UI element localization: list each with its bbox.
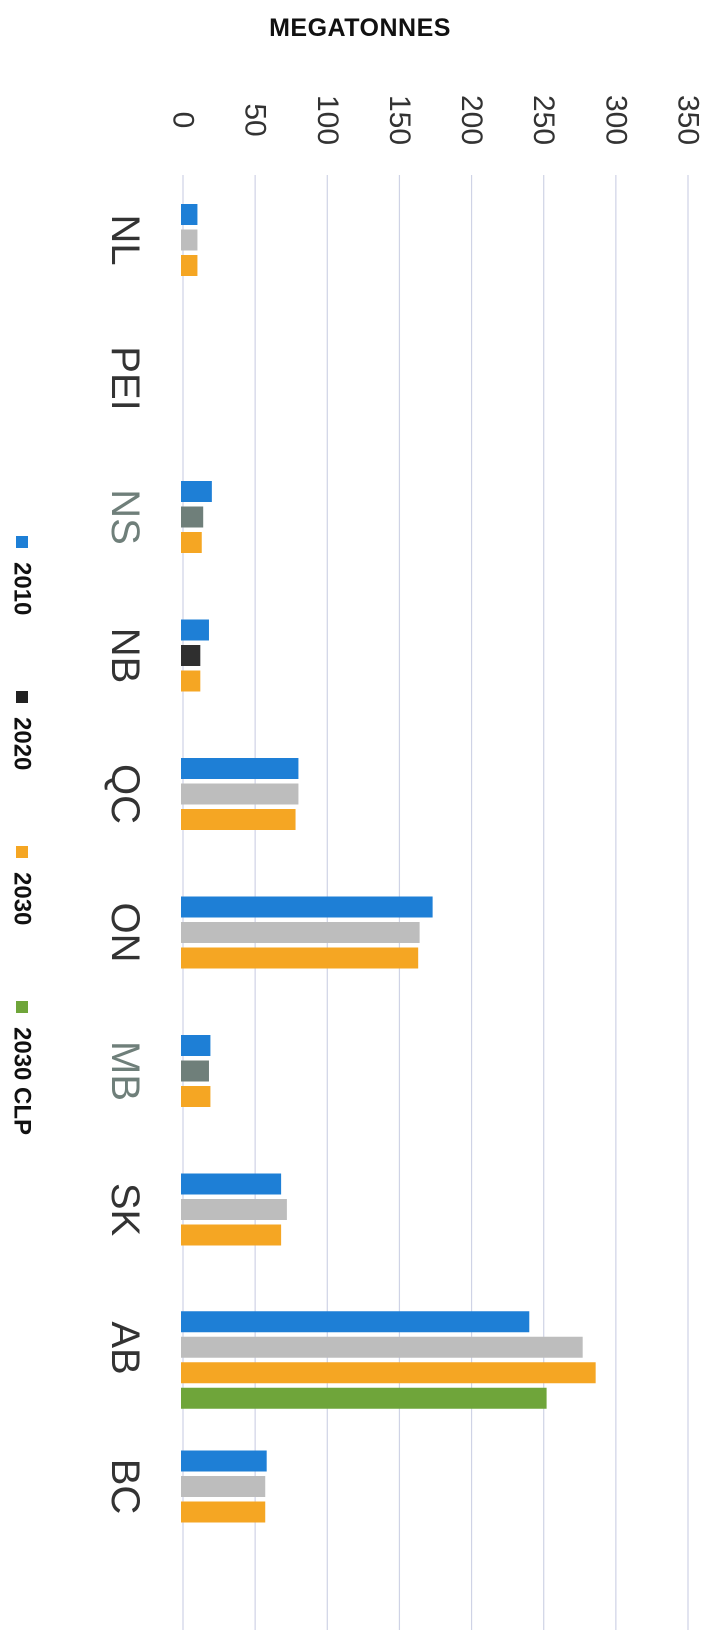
bar-2010 [181, 1311, 530, 1333]
tick-label: 300 [599, 95, 632, 145]
tick-label: 250 [527, 95, 560, 145]
bar-2020 [181, 1060, 209, 1082]
bar-2020 [181, 1336, 583, 1358]
bar-2020 [181, 783, 299, 805]
bar-2010 [181, 1035, 211, 1056]
bar-2030 [181, 1362, 596, 1384]
bar-2010 [181, 1173, 282, 1195]
bar-2030-clp [181, 1387, 547, 1409]
bar-2030 [181, 532, 202, 553]
category-label: AB [103, 1321, 147, 1374]
bar-2010 [181, 619, 209, 641]
category-label: NL [103, 214, 147, 265]
legend-label: 2020 [9, 717, 36, 770]
bar-2010 [181, 1450, 267, 1472]
tick-label: 100 [311, 95, 344, 145]
bar-2020 [181, 922, 420, 943]
bar-2020 [181, 1199, 287, 1220]
category-label: NS [103, 489, 147, 545]
bar-2030 [181, 1224, 282, 1246]
legend-label: 2030 CLP [9, 1027, 36, 1135]
bar-2010 [181, 896, 433, 918]
category-label: NB [103, 628, 147, 684]
bar-2010 [181, 481, 212, 502]
bar-2020 [181, 645, 201, 666]
bar-2020 [181, 1476, 266, 1497]
category-label: SK [103, 1183, 147, 1237]
category-label: BC [103, 1459, 147, 1515]
category-label: QC [103, 764, 147, 824]
legend-swatch [16, 691, 28, 703]
bar-2030 [181, 809, 296, 830]
legend-label: 2010 [9, 562, 36, 615]
category-label: PEI [103, 346, 147, 410]
tick-label: 350 [672, 95, 705, 145]
category-label: MB [103, 1041, 147, 1101]
tick-label: 50 [239, 103, 272, 136]
bar-2010 [181, 204, 198, 225]
bar-2030 [181, 1501, 266, 1523]
bar-2030 [181, 670, 201, 692]
legend-swatch [16, 536, 28, 548]
tick-label: 0 [167, 112, 200, 129]
bar-2020 [181, 229, 198, 251]
legend-swatch [16, 1001, 28, 1013]
bar-2020 [181, 506, 204, 528]
tick-label: 150 [383, 95, 416, 145]
bar-2030 [181, 1086, 211, 1107]
bar-2010 [181, 758, 299, 779]
category-label: ON [103, 903, 147, 963]
bar-2030 [181, 947, 419, 969]
tick-label: 200 [455, 95, 488, 145]
bar-2030 [181, 255, 198, 276]
legend-label: 2030 [9, 872, 36, 925]
value-axis-label: MEGATONNES [269, 14, 451, 42]
legend-swatch [16, 846, 28, 858]
